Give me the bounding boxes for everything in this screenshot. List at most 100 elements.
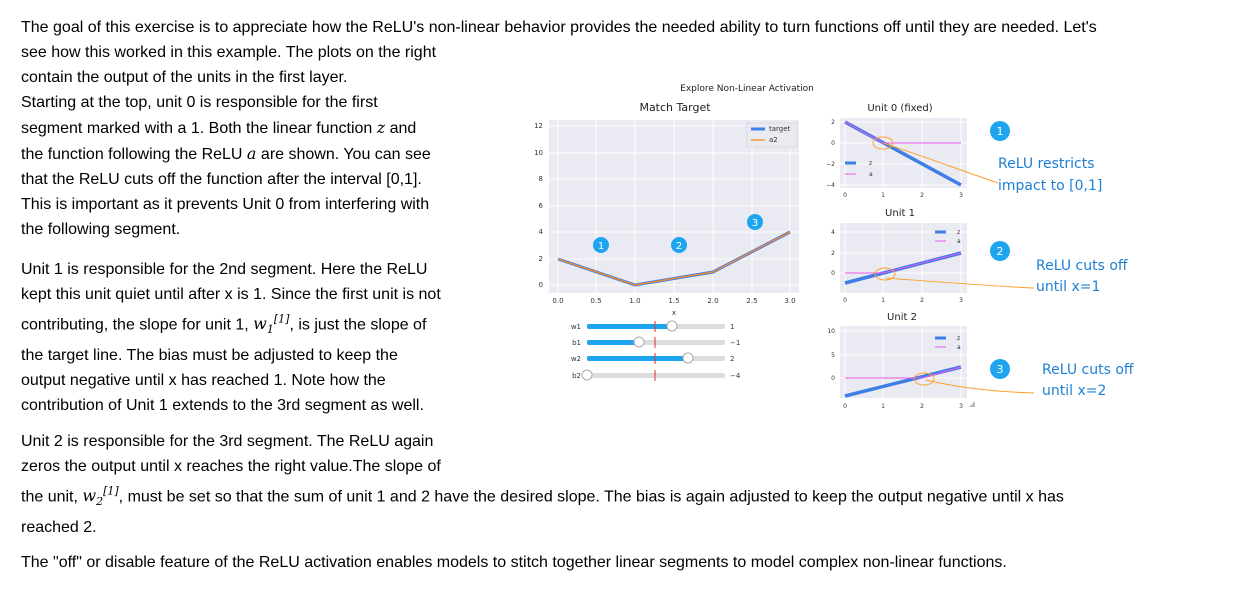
intro-line-3: contain the output of the units in the f… xyxy=(21,69,348,86)
unit1-legend-a: a xyxy=(957,238,961,245)
main-ytick-4: 4 xyxy=(539,228,544,236)
annotation-1-arrow xyxy=(882,142,999,184)
annotation-1-line2: impact to [0,1] xyxy=(998,178,1102,194)
main-plot-title: Match Target xyxy=(639,101,711,114)
relu-figure: Explore Non-Linear Activation Match Targ… xyxy=(534,84,975,410)
main-xtick-3: 1.5 xyxy=(668,297,679,305)
unit0-legend-z: z xyxy=(869,160,872,167)
unit2-line-3: the unit, xyxy=(21,488,83,506)
svg-text:3: 3 xyxy=(752,218,758,229)
main-xtick-2: 1.0 xyxy=(629,297,640,305)
unit2-line-2: zeros the output until x reaches the rig… xyxy=(21,458,441,475)
w2-letter: w xyxy=(82,486,97,506)
unit1-plot: 4 2 0 0 1 2 3 z a xyxy=(831,223,967,304)
slider-panel: w1 1 b1 −1 w2 2 b2 −4 xyxy=(571,320,741,381)
unit2-xtick-3: 3 xyxy=(959,403,963,410)
resize-handle-icon[interactable] xyxy=(969,401,975,407)
unit1-line-4: the target line. The bias must be adjust… xyxy=(21,346,398,364)
slider-b2-handle[interactable] xyxy=(581,369,593,381)
slider-w2[interactable]: w2 2 xyxy=(571,352,735,364)
main-ytick-0: 0 xyxy=(539,281,543,289)
unit2-ytick-0: 0 xyxy=(831,375,835,382)
unit0-paragraph: Starting at the top, unit 0 is responsib… xyxy=(21,90,431,242)
slider-b1-fill xyxy=(587,340,639,345)
w2-superscript: [1] xyxy=(103,485,119,498)
var-z: z xyxy=(376,118,386,137)
main-xtick-0: 0.0 xyxy=(552,297,563,305)
unit2-ytick-10: 10 xyxy=(827,328,835,335)
unit2-xtick-1: 1 xyxy=(881,403,885,410)
unit1-line-6: contribution of Unit 1 extends to the 3r… xyxy=(21,396,424,414)
annotation-2-line1: ReLU cuts off xyxy=(1036,258,1128,274)
unit1-a-line xyxy=(845,252,962,274)
unit2-line-3b: , must be set so that the sum of unit 1 … xyxy=(118,488,1064,506)
slider-w1-value: 1 xyxy=(730,323,734,331)
unit0-line-1: Starting at the top, unit 0 is responsib… xyxy=(21,94,378,111)
unit2-plot: 10 5 0 0 1 2 3 z a xyxy=(827,326,975,410)
unit1-ytick-2: 2 xyxy=(831,250,835,257)
unit0-line-4: that the ReLU cuts off the function afte… xyxy=(21,171,422,188)
unit2-a-line xyxy=(845,366,962,379)
slider-w2-value: 2 xyxy=(730,355,734,363)
slider-w1-label: w1 xyxy=(571,323,581,331)
main-xtick-5: 2.5 xyxy=(746,297,757,305)
main-ytick-2: 2 xyxy=(539,255,543,263)
var-a: a xyxy=(246,144,257,163)
unit0-ytick-neg2: −2 xyxy=(826,161,835,168)
unit0-xtick-2: 2 xyxy=(920,192,924,199)
unit0-line-3b: are shown. You can see xyxy=(256,146,431,163)
unit1-legend-z: z xyxy=(957,229,960,236)
final-line: The "off" or disable feature of the ReLU… xyxy=(21,554,1007,571)
slider-w2-handle[interactable] xyxy=(682,352,694,364)
main-xtick-1: 0.5 xyxy=(590,297,601,305)
annotation-2-line2: until x=1 xyxy=(1036,279,1100,295)
w1-symbol: w1[1] xyxy=(253,313,289,337)
annotation-3-line1: ReLU cuts off xyxy=(1042,362,1134,378)
slider-b1[interactable]: b1 −1 xyxy=(572,336,740,348)
segment-marker-1: 1 xyxy=(593,237,609,253)
annotation-1-line1: ReLU restricts xyxy=(998,156,1094,172)
main-legend xyxy=(746,122,798,148)
unit2-xtick-2: 2 xyxy=(920,403,924,410)
segment-marker-3: 3 xyxy=(747,214,763,230)
main-xtick-4: 2.0 xyxy=(707,297,718,305)
unit0-xtick-1: 1 xyxy=(881,192,885,199)
main-ytick-8: 8 xyxy=(539,175,543,183)
slider-w1-fill xyxy=(587,324,672,329)
unit0-legend-a: a xyxy=(869,171,873,178)
slider-b2[interactable]: b2 −4 xyxy=(572,369,741,381)
main-ytick-10: 10 xyxy=(534,149,543,157)
unit2-xtick-0: 0 xyxy=(843,403,847,410)
svg-text:2: 2 xyxy=(676,241,682,252)
unit1-ytick-4: 4 xyxy=(831,229,835,236)
unit2-paragraph: Unit 2 is responsible for the 3rd segmen… xyxy=(21,429,1064,540)
main-xtick-6: 3.0 xyxy=(784,297,795,305)
slider-b2-value: −4 xyxy=(730,372,741,380)
slider-w1[interactable]: w1 1 xyxy=(571,320,735,332)
main-plot: 0.0 0.5 1.0 1.5 2.0 2.5 3.0 x 0 2 4 6 8 … xyxy=(534,120,799,317)
unit0-ytick-neg4: −4 xyxy=(826,182,835,189)
unit2-line-1: Unit 2 is responsible for the 3rd segmen… xyxy=(21,433,434,450)
unit0-title: Unit 0 (fixed) xyxy=(867,103,932,114)
unit1-xtick-2: 2 xyxy=(920,297,924,304)
w2-subscript: 2 xyxy=(96,495,104,509)
segment-marker-2: 2 xyxy=(671,237,687,253)
unit2-line-4: reached 2. xyxy=(21,518,97,536)
slider-w2-label: w2 xyxy=(571,355,581,363)
slider-b1-handle[interactable] xyxy=(633,336,645,348)
unit2-legend-z: z xyxy=(957,335,960,342)
unit1-ytick-0: 0 xyxy=(831,270,835,277)
main-xlabel: x xyxy=(672,309,676,317)
slider-b1-value: −1 xyxy=(730,339,740,347)
unit2-ytick-5: 5 xyxy=(831,352,835,359)
annotation-3-arrow xyxy=(925,379,1035,394)
annotation-2-arrow xyxy=(885,277,1035,289)
legend-target-label: target xyxy=(769,125,791,133)
unit0-line-5: This is important as it prevents Unit 0 … xyxy=(21,196,430,213)
annotation-3-number: 3 xyxy=(997,363,1004,376)
slider-w1-handle[interactable] xyxy=(666,320,678,332)
unit2-title: Unit 2 xyxy=(887,312,917,323)
unit1-line-1: Unit 1 is responsible for the 2nd segmen… xyxy=(21,261,428,278)
w1-subscript: 1 xyxy=(266,323,274,337)
unit0-xtick-0: 0 xyxy=(843,192,847,199)
